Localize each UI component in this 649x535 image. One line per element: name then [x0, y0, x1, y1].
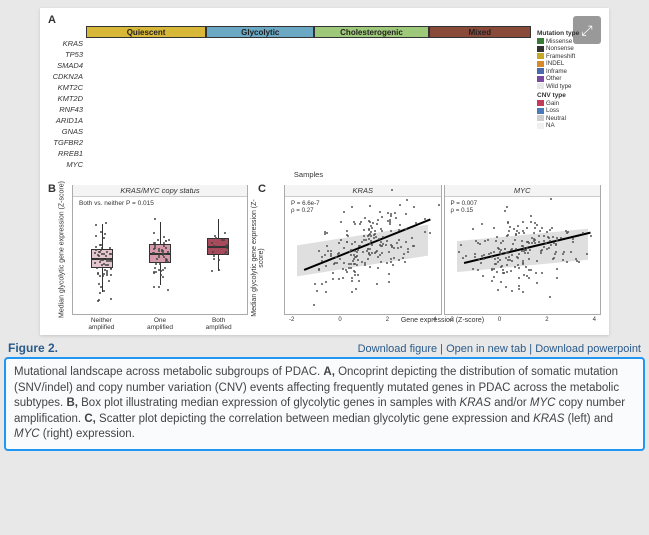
gene-label-GNAS: GNAS: [48, 127, 86, 136]
download-figure-link[interactable]: Download figure: [358, 343, 438, 355]
figure-caption: Mutational landscape across metabolic su…: [4, 357, 645, 451]
panel-a: A QuiescentGlycolyticCholesterogenicMixe…: [48, 14, 601, 179]
boxplot: KRAS/MYC copy status Both vs. neither P …: [72, 185, 248, 315]
oncoprint-grid: KRASTP53SMAD4CDKN2AKMT2CKMT2DRNF43ARID1A…: [86, 38, 531, 169]
caption-kras: KRAS: [460, 397, 491, 409]
panel-b-pvalue: Both vs. neither P = 0.015: [79, 200, 154, 207]
panel-c: C Median glycolytic gene expression (Z-s…: [258, 185, 601, 331]
panel-b-label: B: [48, 183, 56, 195]
gene-label-RNF43: RNF43: [48, 105, 86, 114]
panel-b: B Median glycolytic gene expression (Z-s…: [48, 185, 248, 331]
gene-label-KMT2C: KMT2C: [48, 83, 86, 92]
subtype-header: QuiescentGlycolyticCholesterogenicMixed: [86, 26, 531, 38]
gene-label-TGFBR2: TGFBR2: [48, 138, 86, 147]
figure-card: ⤢ A QuiescentGlycolyticCholesterogenicMi…: [40, 8, 609, 335]
subtype-quiescent: Quiescent: [86, 26, 206, 38]
gene-label-SMAD4: SMAD4: [48, 61, 86, 70]
gene-label-ARID1A: ARID1A: [48, 116, 86, 125]
gene-label-CDKN2A: CDKN2A: [48, 72, 86, 81]
panel-c-ylabel: Median glycolytic gene expression (Z-sco…: [251, 198, 265, 318]
subtype-cholesterogenic: Cholesterogenic: [314, 26, 428, 38]
figure-number: Figure 2.: [8, 341, 58, 355]
panel-a-label: A: [48, 14, 56, 26]
gene-label-KMT2D: KMT2D: [48, 94, 86, 103]
open-new-tab-link[interactable]: Open in new tab: [446, 343, 526, 355]
figure-links: Download figure | Open in new tab | Down…: [358, 343, 641, 355]
panel-b-title: KRAS/MYC copy status: [73, 185, 247, 197]
gene-label-MYC: MYC: [48, 160, 86, 169]
panel-b-xticks: NeitheramplifiedOneamplifiedBothamplifie…: [72, 317, 248, 331]
caption-c: Scatter plot depicting the correlation b…: [99, 413, 533, 425]
figure-label-row: Figure 2. Download figure | Open in new …: [8, 341, 641, 355]
gene-label-RREB1: RREB1: [48, 149, 86, 158]
gene-label-TP53: TP53: [48, 50, 86, 59]
caption-b: Box plot illustrating median expression …: [81, 397, 459, 409]
panel-a-xaxis: Samples: [86, 170, 531, 179]
caption-myc: MYC: [530, 397, 556, 409]
subtype-glycolytic: Glycolytic: [206, 26, 314, 38]
caption-lead: Mutational landscape across metabolic su…: [14, 366, 320, 378]
download-ppt-link[interactable]: Download powerpoint: [535, 343, 641, 355]
panel-c-label: C: [258, 183, 266, 195]
scatter-panels: Median glycolytic gene expression (Z-sco…: [284, 185, 601, 315]
subtype-mixed: Mixed: [429, 26, 531, 38]
panel-b-ylabel: Median glycolytic gene expression (Z-sco…: [59, 198, 66, 318]
panel-a-legend: Mutation typeMissenseNonsenseFrameshiftI…: [537, 28, 603, 130]
gene-label-KRAS: KRAS: [48, 39, 86, 48]
